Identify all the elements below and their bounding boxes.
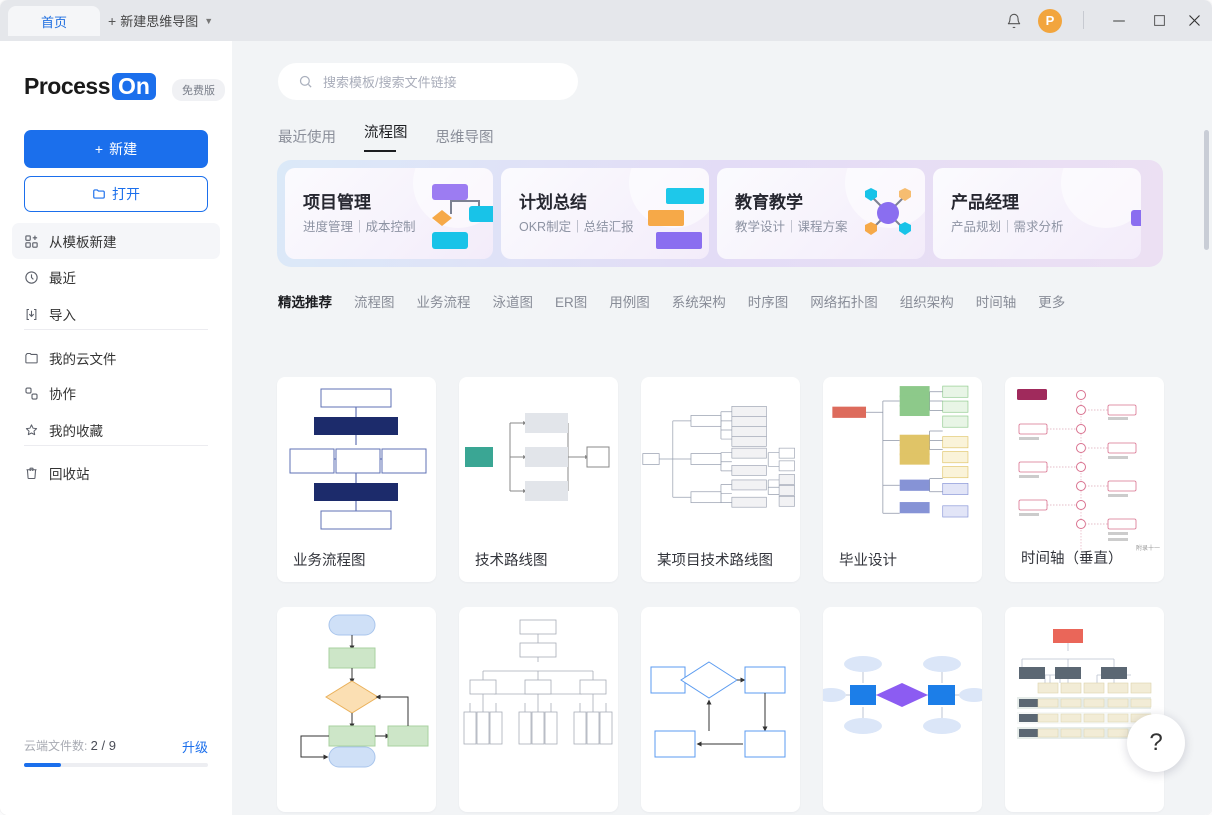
svg-text:附录十一: 附录十一 bbox=[1136, 544, 1160, 552]
